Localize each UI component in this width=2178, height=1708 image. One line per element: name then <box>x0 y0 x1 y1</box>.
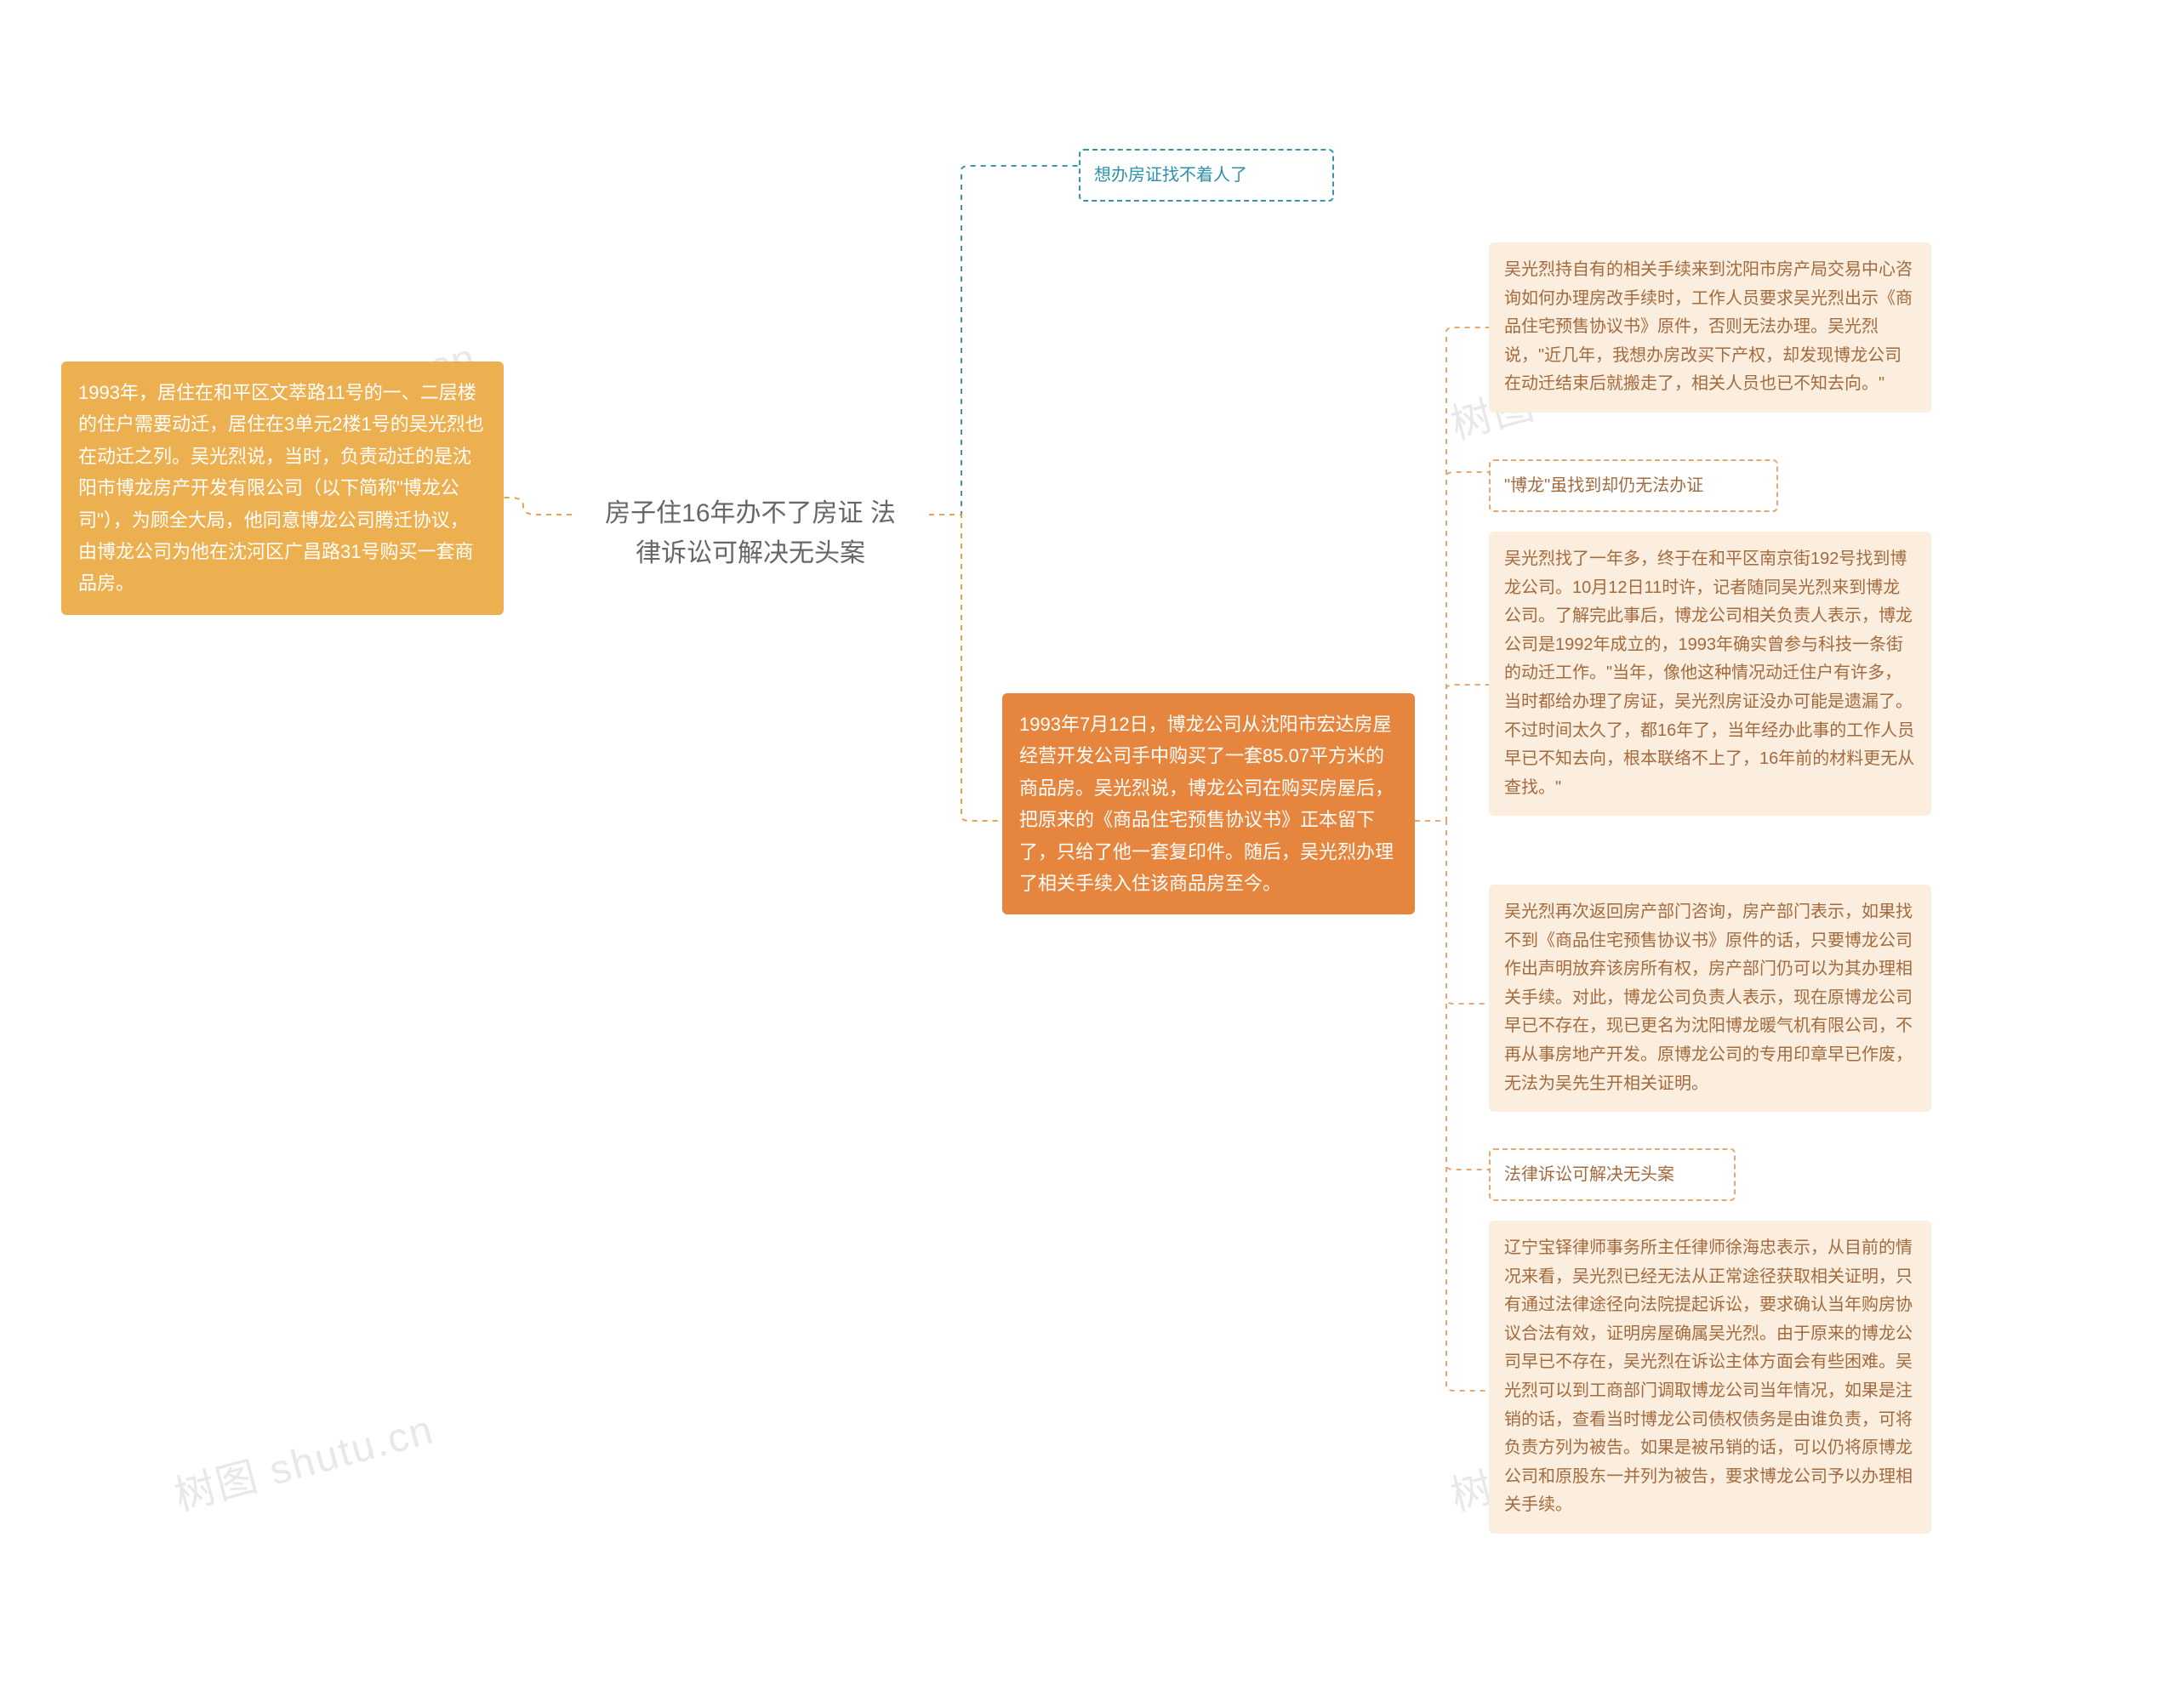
watermark: 树图 shutu.cn <box>167 1396 439 1523</box>
leaf-consultation[interactable]: 吴光烈持自有的相关手续来到沈阳市房产局交易中心咨询如何办理房改手续时，工作人员要… <box>1489 242 1931 413</box>
root-node[interactable]: 房子住16年办不了房证 法律诉讼可解决无头案 <box>572 474 929 594</box>
branch-mid-1993-purchase[interactable]: 1993年7月12日，博龙公司从沈阳市宏达房屋经营开发公司手中购买了一套85.0… <box>1002 693 1415 914</box>
branch-top-cannot-find[interactable]: 想办房证找不着人了 <box>1079 149 1334 202</box>
leaf-lawyer-advice[interactable]: 辽宁宝铎律师事务所主任律师徐海忠表示，从目前的情况来看，吴光烈已经无法从正常途径… <box>1489 1221 1931 1534</box>
branch-left-1993-background[interactable]: 1993年，居住在和平区文萃路11号的一、二层楼的住户需要动迁，居住在3单元2楼… <box>61 362 504 615</box>
leaf-legal-solution-header[interactable]: 法律诉讼可解决无头案 <box>1489 1148 1736 1201</box>
leaf-bolong-found[interactable]: "博龙"虽找到却仍无法办证 <box>1489 459 1778 512</box>
leaf-return-consult[interactable]: 吴光烈再次返回房产部门咨询，房产部门表示，如果找不到《商品住宅预售协议书》原件的… <box>1489 885 1931 1112</box>
leaf-found-company[interactable]: 吴光烈找了一年多，终于在和平区南京街192号找到博龙公司。10月12日11时许，… <box>1489 532 1931 816</box>
